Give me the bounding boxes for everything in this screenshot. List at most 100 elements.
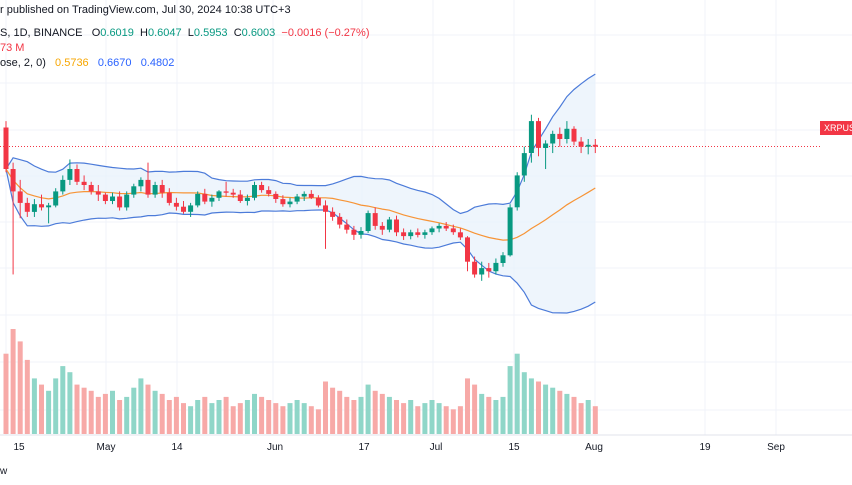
volume-bar	[408, 400, 414, 434]
candle-body	[394, 219, 399, 233]
bb-upper-value: 0.6670	[97, 57, 132, 69]
candle	[188, 202, 194, 217]
high-label: H	[140, 27, 148, 39]
x-tick-label: 15	[508, 442, 520, 453]
candle-body	[585, 144, 591, 147]
candle-body	[74, 169, 80, 182]
candle-body	[465, 237, 470, 262]
candle	[24, 197, 30, 217]
candle	[500, 252, 506, 267]
candle-body	[514, 175, 520, 208]
candle	[67, 159, 73, 185]
volume-bar	[24, 359, 30, 434]
volume-bar	[500, 396, 506, 434]
candle-body	[294, 196, 300, 202]
candle-body	[564, 128, 570, 139]
candle-body	[479, 268, 485, 275]
candle	[159, 179, 165, 198]
volume-bar	[88, 390, 94, 434]
candle-body	[379, 225, 385, 230]
volume-bar	[3, 353, 9, 434]
candle-body	[280, 199, 286, 205]
volume-value: 73 M	[0, 42, 25, 54]
candle	[465, 236, 470, 272]
footer-text: w	[0, 466, 8, 477]
candle	[117, 191, 123, 211]
candle-body	[181, 206, 186, 212]
volume-bar	[379, 393, 385, 434]
candle	[365, 210, 371, 233]
candle-body	[415, 232, 421, 235]
volume-bar	[301, 403, 307, 434]
candle-body	[500, 255, 506, 263]
volume-bar	[401, 403, 407, 434]
bollinger-upper-line	[5, 73, 596, 215]
time-axis: 15 May 14 Jun 17 Jul 15 Aug 19 Sep	[13, 442, 785, 453]
candles	[3, 114, 598, 281]
candle	[237, 190, 243, 203]
volume-bar	[486, 396, 492, 434]
x-tick-label: Jul	[430, 442, 443, 453]
bollinger-basis-line	[5, 168, 596, 241]
candle-body	[173, 202, 179, 207]
candle-body	[450, 228, 456, 233]
candle	[493, 258, 499, 275]
volume-bar	[124, 396, 130, 434]
candle-body	[152, 185, 158, 195]
candle	[280, 195, 286, 207]
candle-body	[117, 196, 123, 208]
candle	[351, 225, 357, 240]
candle	[195, 191, 201, 208]
open-value: 0.6019	[100, 27, 134, 39]
low-value: 0.5953	[193, 27, 228, 39]
candle-body	[273, 193, 279, 199]
volume-bar	[138, 378, 144, 434]
volume-bar	[457, 406, 463, 434]
volume-bar	[514, 353, 520, 434]
volume-bar	[102, 393, 108, 434]
candle-body	[31, 204, 37, 212]
candle-body	[223, 191, 229, 193]
candle	[301, 191, 307, 201]
volume-bar	[46, 390, 52, 434]
candle-body	[24, 202, 30, 212]
volume-bar	[436, 403, 442, 434]
volume-bar	[273, 403, 279, 434]
volume-bar	[386, 396, 392, 434]
volume-bar	[117, 400, 123, 434]
low-label: L	[187, 27, 194, 39]
candle	[244, 194, 250, 206]
volume-bar	[74, 384, 80, 434]
volume-bar	[394, 400, 399, 434]
candle	[81, 175, 87, 191]
x-tick-label: 17	[358, 442, 370, 453]
candle	[152, 181, 158, 198]
volume-bar	[472, 384, 478, 434]
candle	[443, 222, 449, 231]
candle	[337, 213, 343, 229]
candle-body	[323, 205, 328, 212]
volume-bar	[521, 372, 527, 434]
change-value: −0.0016 (−0.27%)	[281, 27, 370, 39]
bb-lower-value: 0.4802	[140, 57, 175, 69]
volume-bar	[173, 396, 179, 434]
volume-bar	[422, 403, 428, 434]
volume-bar	[536, 381, 541, 434]
volume-bar	[166, 400, 172, 434]
candle-body	[131, 186, 137, 195]
volume-bar	[344, 396, 350, 434]
close-value: 0.6003	[241, 27, 276, 39]
high-value: 0.6047	[148, 27, 182, 39]
volume-bar	[181, 403, 186, 434]
candle	[10, 162, 16, 275]
volume-bar	[202, 396, 208, 434]
candle	[550, 130, 556, 154]
candle	[379, 222, 385, 235]
candle	[536, 117, 541, 157]
candle	[486, 262, 492, 278]
candle	[173, 197, 179, 211]
x-tick-label: 14	[171, 442, 183, 453]
volume-bar	[145, 384, 151, 434]
x-tick-label: Jun	[267, 442, 283, 453]
